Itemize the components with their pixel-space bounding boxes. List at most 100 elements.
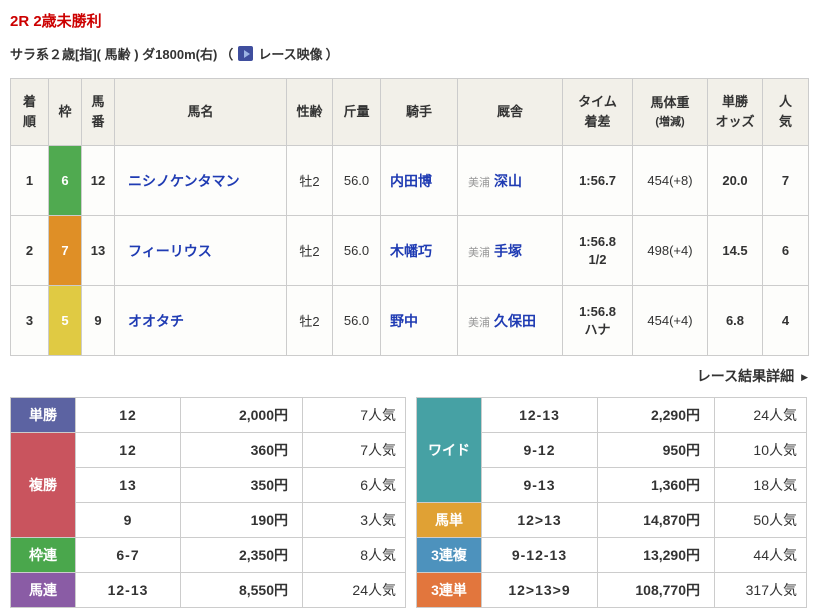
col-header-weight: 斤量 <box>332 78 381 146</box>
payout-amount: 950円 <box>597 432 715 468</box>
race-title: 2R 2歳未勝利 <box>10 13 102 30</box>
payout-popularity: 10人気 <box>714 432 807 468</box>
trainer-link[interactable]: 深山 <box>494 172 522 189</box>
detail-link-row: レース結果詳細 ▶ <box>10 366 808 386</box>
payout-combo: 12-13 <box>481 397 598 433</box>
time-margin-cell: 1:56.8 1/2 <box>562 215 633 286</box>
rank-cell: 3 <box>10 285 49 356</box>
payout-combo: 6-7 <box>75 537 181 573</box>
sex-age-cell: 牡2 <box>286 145 333 216</box>
jockey-cell: 野中 <box>380 285 458 356</box>
rank-cell: 1 <box>10 145 49 216</box>
col-header-popularity: 人 気 <box>762 78 809 146</box>
payout-amount: 350円 <box>180 467 303 503</box>
col-header-stable: 厩舎 <box>457 78 563 146</box>
play-triangle-icon <box>243 49 250 58</box>
carried-weight-cell: 56.0 <box>332 215 381 286</box>
race-results-table: 着 順 枠 馬 番 馬名 性齢 斤量 騎手 厩舎 タイム 着差 馬体重 (増減) … <box>10 78 809 356</box>
payout-label-exacta: 馬単 <box>416 502 482 538</box>
payout-combo: 12>13>9 <box>481 572 598 608</box>
payout-popularity: 24人気 <box>714 397 807 433</box>
popularity-cell: 6 <box>762 215 809 286</box>
payout-amount: 2,290円 <box>597 397 715 433</box>
video-play-icon[interactable] <box>238 46 254 61</box>
time-margin-cell: 1:56.7 <box>562 145 633 216</box>
payout-section: 単勝 12 2,000円 7人気 複勝 12 360円 7人気 13 350円 … <box>10 397 808 608</box>
payout-popularity: 18人気 <box>714 467 807 503</box>
results-header-row: 着 順 枠 馬 番 馬名 性齢 斤量 騎手 厩舎 タイム 着差 馬体重 (増減) … <box>10 78 809 146</box>
payout-popularity: 44人気 <box>714 537 807 573</box>
payout-amount: 1,360円 <box>597 467 715 503</box>
payout-popularity: 317人気 <box>714 572 807 608</box>
rank-cell: 2 <box>10 215 49 286</box>
payout-combo: 12-13 <box>75 572 181 608</box>
race-result-detail-link[interactable]: レース結果詳細 ▶ <box>696 368 808 384</box>
stable-cell: 美浦 手塚 <box>457 215 563 286</box>
payout-amount: 108,770円 <box>597 572 715 608</box>
payout-combo: 9 <box>75 502 181 538</box>
jockey-link[interactable]: 木幡巧 <box>390 242 432 259</box>
jockey-link[interactable]: 内田博 <box>390 172 432 189</box>
payout-combo: 9-12-13 <box>481 537 598 573</box>
col-header-frame: 枠 <box>48 78 82 146</box>
payout-combo: 12 <box>75 432 181 468</box>
payout-row-wide: ワイド 12-13 2,290円 24人気 <box>416 397 807 503</box>
payout-amount: 13,290円 <box>597 537 715 573</box>
race-conditions-bar: サラ系２歳[指]( 馬齢 ) ダ1800m(右) （ レース映像 ） <box>10 44 808 63</box>
col-header-name: 馬名 <box>114 78 287 146</box>
horse-number-cell: 13 <box>81 215 115 286</box>
horse-name-link[interactable]: ニシノケンタマン <box>128 172 240 189</box>
jockey-cell: 内田博 <box>380 145 458 216</box>
payout-combo: 9-13 <box>481 467 598 503</box>
payout-popularity: 24人気 <box>302 572 406 608</box>
trainer-link[interactable]: 久保田 <box>494 312 536 329</box>
payout-amount: 2,000円 <box>180 397 303 433</box>
payout-popularity: 3人気 <box>302 502 406 538</box>
jockey-cell: 木幡巧 <box>380 215 458 286</box>
col-header-number: 馬 番 <box>81 78 115 146</box>
payout-amount: 8,550円 <box>180 572 303 608</box>
payout-row-bracket-quinella: 枠連 6-7 2,350円 8人気 <box>10 537 406 573</box>
horse-name-link[interactable]: フィーリウス <box>128 242 212 259</box>
frame-number-cell: 6 <box>48 145 82 216</box>
popularity-cell: 4 <box>762 285 809 356</box>
horse-weight-cell: 454(+8) <box>632 145 708 216</box>
payout-table-right: ワイド 12-13 2,290円 24人気 9-12 950円 10人気 9-1… <box>416 397 807 608</box>
trainer-link[interactable]: 手塚 <box>494 242 522 259</box>
payout-popularity: 6人気 <box>302 467 406 503</box>
region-label: 美浦 <box>468 316 490 329</box>
payout-combo: 9-12 <box>481 432 598 468</box>
payout-amount: 190円 <box>180 502 303 538</box>
col-header-jockey: 騎手 <box>380 78 458 146</box>
horse-name-cell: フィーリウス <box>114 215 287 286</box>
col-header-horse-weight: 馬体重 (増減) <box>632 78 708 146</box>
sex-age-cell: 牡2 <box>286 285 333 356</box>
payout-label-wide: ワイド <box>416 397 482 503</box>
payout-combo: 13 <box>75 467 181 503</box>
horse-number-cell: 9 <box>81 285 115 356</box>
result-row-1: 1 6 12 ニシノケンタマン 牡2 56.0 内田博 美浦 深山 1:56.7 … <box>10 145 809 216</box>
result-row-2: 2 7 13 フィーリウス 牡2 56.0 木幡巧 美浦 手塚 1:56.8 1/2… <box>10 215 809 286</box>
horse-name-cell: ニシノケンタマン <box>114 145 287 216</box>
payout-label-trifecta: 3連単 <box>416 572 482 608</box>
col-header-odds: 単勝 オッズ <box>707 78 763 146</box>
payout-amount: 2,350円 <box>180 537 303 573</box>
result-row-3: 3 5 9 オオタチ 牡2 56.0 野中 美浦 久保田 1:56.8 ハナ 454… <box>10 285 809 356</box>
payout-combo: 12>13 <box>481 502 598 538</box>
payout-row-quinella: 馬連 12-13 8,550円 24人気 <box>10 572 406 608</box>
race-video-link[interactable]: レース映像 <box>258 47 323 62</box>
payout-popularity: 7人気 <box>302 432 406 468</box>
arrow-right-icon: ▶ <box>801 372 808 382</box>
horse-name-link[interactable]: オオタチ <box>128 312 184 329</box>
horse-weight-cell: 454(+4) <box>632 285 708 356</box>
race-conditions-text: サラ系２歳[指]( 馬齢 ) ダ1800m(右) <box>10 47 218 62</box>
payout-row-trifecta: 3連単 12>13>9 108,770円 317人気 <box>416 572 807 608</box>
paren-open: （ <box>220 47 234 62</box>
paren-close: ） <box>325 47 339 62</box>
jockey-link[interactable]: 野中 <box>390 312 418 329</box>
payout-label-win: 単勝 <box>10 397 76 433</box>
payout-row-place: 複勝 12 360円 7人気 <box>10 432 406 538</box>
frame-number-cell: 7 <box>48 215 82 286</box>
payout-combo: 12 <box>75 397 181 433</box>
